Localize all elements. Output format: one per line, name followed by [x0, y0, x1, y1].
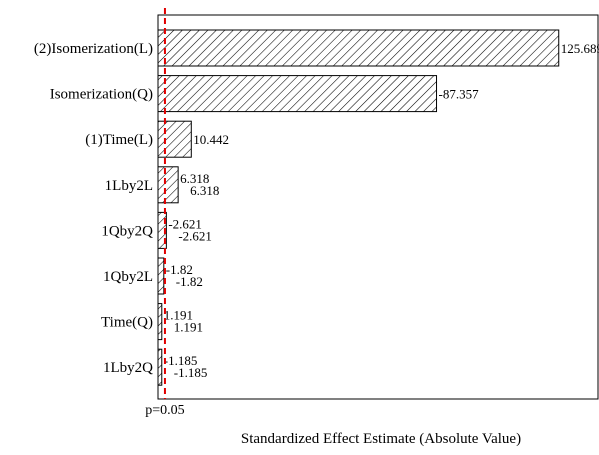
bar [157, 29, 560, 67]
reference-line-label: p=0.05 [145, 403, 184, 418]
data-label: -1.185 [174, 365, 208, 380]
x-axis-title: Standardized Effect Estimate (Absolute V… [241, 431, 521, 447]
category-label: Isomerization(Q) [50, 87, 153, 103]
data-label: -2.621 [168, 216, 202, 231]
bar [157, 257, 165, 295]
data-label: -2.621 [178, 228, 212, 243]
category-label: 1Qby2Q [101, 223, 153, 239]
bar [157, 303, 163, 341]
data-label: 6.318 [180, 171, 209, 186]
bar [157, 75, 438, 113]
category-label: (2)Isomerization(L) [34, 41, 153, 57]
data-label: -1.185 [164, 353, 198, 368]
bar [157, 211, 167, 249]
data-label: 10.442 [193, 132, 229, 147]
category-label: (1)Time(L) [85, 132, 153, 148]
data-label: 1.191 [174, 320, 203, 335]
data-label: -1.82 [176, 274, 203, 289]
data-label: -87.357 [439, 87, 480, 102]
data-label: 6.318 [190, 183, 219, 198]
data-label: -1.82 [166, 262, 193, 277]
bar [157, 348, 163, 386]
bar [157, 166, 179, 204]
bar [157, 120, 192, 158]
category-label: 1Qby2L [103, 269, 153, 285]
labels-layer: (2)Isomerization(L) 125.689 Isomerization(… [34, 41, 599, 380]
data-label: 1.191 [164, 308, 193, 323]
category-label: 1Lby2L [105, 178, 153, 194]
data-label: 125.689 [561, 41, 599, 56]
category-label: Time(Q) [101, 315, 153, 331]
category-label: 1Lby2Q [103, 360, 153, 376]
bars-layer [157, 29, 560, 386]
plot-frame [157, 14, 599, 400]
